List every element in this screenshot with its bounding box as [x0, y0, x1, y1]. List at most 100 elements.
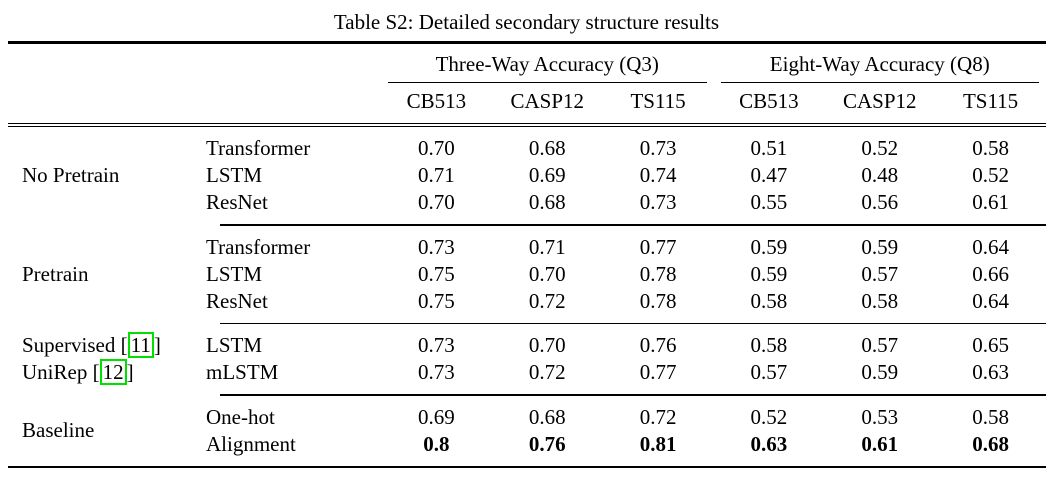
method-label: Alignment — [206, 431, 296, 456]
value-cell: 0.76 — [639, 333, 677, 357]
value-cell: 0.51 — [750, 136, 788, 160]
method-label: One-hot — [206, 404, 275, 429]
citation-text: ] — [153, 333, 161, 357]
group-label: Pretrain — [22, 261, 89, 286]
value-cell: 0.69 — [528, 163, 566, 187]
citation-text: Supervised [ — [22, 333, 128, 357]
value-cell: 0.59 — [750, 234, 788, 259]
method-label: mLSTM — [206, 360, 279, 384]
value-cell: 0.68 — [528, 404, 566, 429]
table-row-alignment-best: Alignment 0.8 0.76 0.81 0.63 0.61 0.68 — [206, 431, 1046, 458]
value-cell: 0.58 — [750, 288, 788, 313]
value-cell: 0.64 — [972, 288, 1009, 313]
value-cell: 0.64 — [972, 234, 1009, 259]
value-cell: 0.61 — [861, 431, 899, 456]
table-caption: Table S2: Detailed secondary structure r… — [333, 10, 720, 34]
value-cell: 0.69 — [418, 404, 455, 429]
spacer-cell — [206, 89, 381, 114]
value-cell: 0.74 — [639, 163, 677, 187]
table-row: One-hot 0.69 0.68 0.72 0.52 0.53 0.58 — [206, 404, 1046, 431]
table-rule-top — [8, 41, 1046, 44]
group-label-cell: Pretrain — [8, 234, 206, 315]
method-label: Transformer — [206, 234, 311, 259]
column-header-row: CB513 CASP12 TS115 CB513 CASP12 TS115 — [8, 83, 1046, 123]
value-cell: 0.70 — [528, 333, 566, 357]
value-cell: 0.72 — [528, 360, 566, 384]
table-row: Transformer 0.70 0.68 0.73 0.51 0.52 0.5… — [206, 135, 1046, 162]
column-header-ts115-q8: TS115 — [962, 88, 1019, 113]
value-cell: 0.59 — [861, 360, 899, 384]
value-cell: 0.78 — [639, 288, 677, 313]
value-cell: 0.55 — [750, 190, 788, 214]
column-header-casp12-q3: CASP12 — [510, 88, 584, 113]
method-label: Transformer — [206, 136, 311, 160]
table-row: Transformer 0.73 0.71 0.77 0.59 0.59 0.6… — [206, 234, 1046, 261]
group-label-cell: Supervised [11] UniRep [12] — [8, 332, 206, 386]
method-label: LSTM — [206, 333, 263, 357]
group-label-cell: Baseline — [8, 404, 206, 458]
group-header-q3: Three-Way Accuracy (Q3) — [381, 52, 714, 83]
value-cell: 0.58 — [972, 136, 1009, 160]
section-baseline: Baseline One-hot 0.69 0.68 0.72 0.52 0.5… — [8, 396, 1046, 466]
value-cell: 0.59 — [750, 261, 788, 286]
column-header-ts115-q3: TS115 — [630, 88, 686, 113]
value-cell: 0.70 — [528, 261, 566, 286]
table-row: ResNet 0.70 0.68 0.73 0.55 0.56 0.61 — [206, 189, 1046, 216]
citation-link-12[interactable]: 12 — [99, 359, 127, 385]
value-cell: 0.78 — [639, 261, 677, 286]
spacer-cell — [8, 89, 206, 114]
value-cell: 0.73 — [418, 360, 455, 384]
table-rule-double — [8, 122, 1046, 127]
section-divider-rule — [220, 322, 1046, 324]
group-label-cell: No Pretrain — [8, 135, 206, 216]
value-cell: 0.77 — [639, 234, 677, 259]
column-header-casp12-q8: CASP12 — [842, 88, 917, 113]
value-cell: 0.61 — [972, 190, 1009, 214]
value-cell: 0.48 — [861, 163, 899, 187]
column-header-cb513-q3: CB513 — [406, 88, 467, 113]
value-cell: 0.58 — [750, 333, 788, 357]
value-cell: 0.58 — [861, 288, 899, 313]
value-cell: 0.75 — [418, 261, 455, 286]
method-label: ResNet — [206, 190, 268, 214]
group-header-q8: Eight-Way Accuracy (Q8) — [714, 52, 1047, 83]
group-label-unirep: UniRep [12] — [8, 359, 206, 386]
section-pretrain: Pretrain Transformer 0.73 0.71 0.77 0.59… — [8, 226, 1046, 323]
value-cell: 0.47 — [750, 163, 788, 187]
section-divider-rule — [220, 224, 1046, 226]
table-row: LSTM 0.73 0.70 0.76 0.58 0.57 0.65 — [206, 332, 1046, 359]
value-cell: 0.77 — [639, 360, 677, 384]
value-cell: 0.68 — [528, 190, 566, 214]
value-cell: 0.58 — [972, 404, 1009, 429]
value-cell: 0.70 — [418, 136, 455, 160]
value-cell: 0.57 — [861, 261, 899, 286]
value-cell: 0.8 — [423, 431, 450, 456]
value-cell: 0.75 — [418, 288, 455, 313]
column-header-cb513-q8: CB513 — [739, 88, 799, 113]
method-label: LSTM — [206, 261, 263, 286]
value-cell: 0.53 — [861, 404, 899, 429]
value-cell: 0.72 — [528, 288, 566, 313]
value-cell: 0.65 — [972, 333, 1009, 357]
table-row: mLSTM 0.73 0.72 0.77 0.57 0.59 0.63 — [206, 359, 1046, 386]
table-row: LSTM 0.71 0.69 0.74 0.47 0.48 0.52 — [206, 162, 1046, 189]
group-header-q3-label: Three-Way Accuracy (Q3) — [388, 52, 707, 83]
value-cell: 0.73 — [639, 190, 677, 214]
spacer-cell — [206, 52, 381, 83]
results-table: Three-Way Accuracy (Q3) Eight-Way Accura… — [8, 41, 1046, 468]
spacer-cell — [8, 52, 206, 83]
table-row: LSTM 0.75 0.70 0.78 0.59 0.57 0.66 — [206, 261, 1046, 288]
group-header-q8-label: Eight-Way Accuracy (Q8) — [720, 52, 1039, 83]
value-cell: 0.63 — [750, 431, 788, 456]
table-row: ResNet 0.75 0.72 0.78 0.58 0.58 0.64 — [206, 288, 1046, 315]
value-cell: 0.52 — [750, 404, 788, 429]
citation-link-11[interactable]: 11 — [127, 332, 154, 358]
value-cell: 0.73 — [639, 136, 677, 160]
value-cell: 0.72 — [639, 404, 677, 429]
value-cell: 0.63 — [972, 360, 1009, 384]
group-header-row: Three-Way Accuracy (Q3) Eight-Way Accura… — [8, 44, 1046, 83]
value-cell: 0.73 — [418, 234, 455, 259]
citation-text: UniRep [ — [22, 360, 100, 384]
value-cell: 0.52 — [972, 163, 1009, 187]
value-cell: 0.70 — [418, 190, 455, 214]
